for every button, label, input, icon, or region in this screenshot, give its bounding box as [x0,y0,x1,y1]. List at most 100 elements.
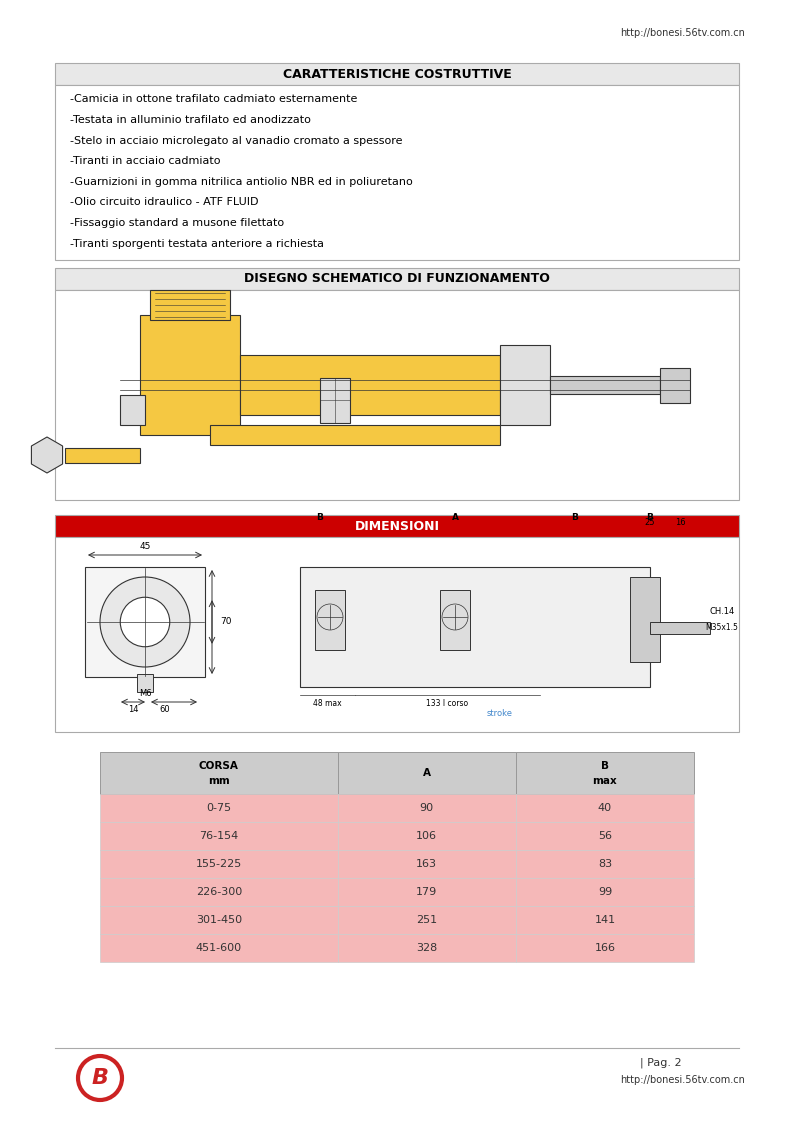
Bar [516,934,694,962]
Bar [55,85,739,261]
Text: 163: 163 [416,859,437,869]
Text: B: B [91,1068,109,1088]
Text: stroke: stroke [487,709,513,718]
Text: 83: 83 [598,859,612,869]
Bar [210,424,500,445]
Text: -Olio circuito idraulico - ATF FLUID: -Olio circuito idraulico - ATF FLUID [70,198,259,208]
Text: mm: mm [208,776,229,786]
Polygon shape [32,437,63,473]
Bar [660,367,690,402]
Text: CORSA: CORSA [198,761,239,772]
Bar [55,63,739,85]
Text: B: B [646,513,653,522]
Bar [650,622,710,634]
Bar [337,822,516,850]
Bar [516,822,694,850]
Text: 179: 179 [416,887,437,897]
Circle shape [100,577,190,667]
Bar [516,878,694,906]
Bar [85,567,205,677]
Bar [55,268,739,290]
Text: 48 max: 48 max [313,699,341,707]
Text: 226-300: 226-300 [195,887,242,897]
Text: 0-75: 0-75 [206,803,231,813]
Text: M6: M6 [139,690,152,699]
Text: 76-154: 76-154 [199,831,238,841]
Bar [100,906,337,934]
Text: http://bonesi.56tv.com.cn: http://bonesi.56tv.com.cn [620,28,745,38]
Bar [337,850,516,878]
Text: B: B [317,513,323,522]
Bar [100,822,337,850]
Bar [300,567,650,687]
Bar [100,934,337,962]
Bar [516,850,694,878]
Bar [440,590,470,650]
Bar [337,794,516,822]
Text: B: B [572,513,579,522]
Bar [120,395,145,424]
Text: 166: 166 [595,943,615,953]
Bar [55,515,739,537]
Text: CARATTERISTICHE COSTRUTTIVE: CARATTERISTICHE COSTRUTTIVE [283,67,511,81]
Bar [315,590,345,650]
Text: -Testata in alluminio trafilato ed anodizzato: -Testata in alluminio trafilato ed anodi… [70,115,311,125]
Bar [516,794,694,822]
Text: 14: 14 [128,705,138,714]
Circle shape [78,1056,122,1101]
Bar [500,345,550,424]
Text: 301-450: 301-450 [196,915,242,925]
Bar [240,355,500,416]
Bar [55,537,739,732]
Bar [150,290,230,320]
Text: A: A [422,768,430,778]
Bar [137,674,153,692]
Text: 56: 56 [598,831,612,841]
Bar [55,290,739,500]
Bar [100,794,337,822]
Text: 133 l corso: 133 l corso [426,699,468,707]
Bar [550,376,660,394]
Text: 451-600: 451-600 [196,943,242,953]
Text: M35x1.5: M35x1.5 [705,622,738,631]
Circle shape [120,597,170,647]
Bar [100,752,337,794]
Text: 60: 60 [160,705,170,714]
Text: DISEGNO SCHEMATICO DI FUNZIONAMENTO: DISEGNO SCHEMATICO DI FUNZIONAMENTO [244,273,550,285]
Bar [140,314,240,435]
Text: CH.14: CH.14 [710,608,735,617]
Text: 25: 25 [645,518,655,527]
Text: -Camicia in ottone trafilato cadmiato esternamente: -Camicia in ottone trafilato cadmiato es… [70,94,357,104]
Bar [516,906,694,934]
Text: -Tiranti in acciaio cadmiato: -Tiranti in acciaio cadmiato [70,156,221,166]
Text: -Guarnizioni in gomma nitrilica antiolio NBR ed in poliuretano: -Guarnizioni in gomma nitrilica antiolio… [70,176,413,186]
Text: 90: 90 [420,803,434,813]
Bar [630,577,660,661]
Text: 106: 106 [416,831,437,841]
Text: http://bonesi.56tv.com.cn: http://bonesi.56tv.com.cn [620,1075,745,1085]
Text: 141: 141 [595,915,615,925]
Text: -Stelo in acciaio microlegato al vanadio cromato a spessore: -Stelo in acciaio microlegato al vanadio… [70,136,403,146]
Bar [320,377,350,422]
Bar [337,934,516,962]
Text: | Pag. 2: | Pag. 2 [640,1058,681,1068]
Text: 251: 251 [416,915,437,925]
Text: -Tiranti sporgenti testata anteriore a richiesta: -Tiranti sporgenti testata anteriore a r… [70,238,324,248]
Text: -Fissaggio standard a musone filettato: -Fissaggio standard a musone filettato [70,218,284,228]
Text: 99: 99 [598,887,612,897]
Text: 16: 16 [675,518,685,527]
Bar [337,906,516,934]
Text: 40: 40 [598,803,612,813]
Text: B: B [601,761,609,772]
Text: max: max [592,776,617,786]
Text: 70: 70 [220,618,232,627]
Text: 155-225: 155-225 [195,859,242,869]
Bar [100,850,337,878]
Bar [337,878,516,906]
Bar [65,447,140,463]
Text: 45: 45 [139,542,151,551]
Text: A: A [452,513,458,522]
Text: DIMENSIONI: DIMENSIONI [354,520,440,532]
Bar [516,752,694,794]
Text: 328: 328 [416,943,437,953]
